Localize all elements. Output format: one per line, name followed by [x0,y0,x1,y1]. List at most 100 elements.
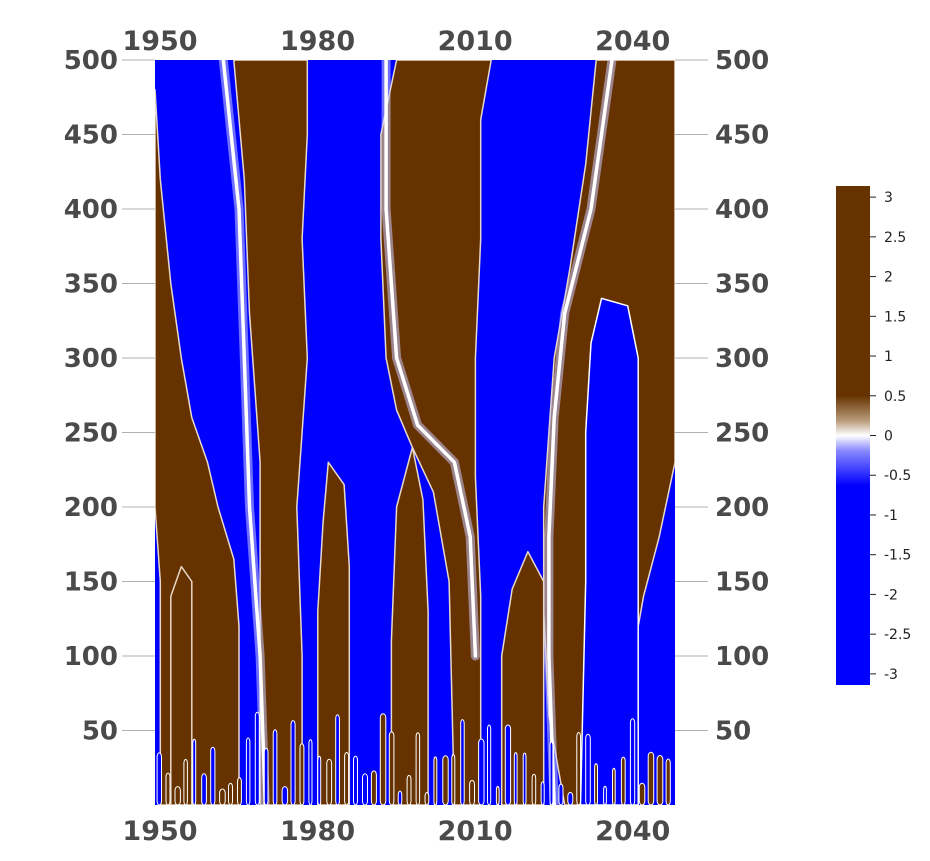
colorbar-tick-label: 2.5 [884,230,906,246]
fine-negative-finger [156,752,162,805]
y-tick-label-left: 50 [82,717,118,747]
fine-positive-finger [656,755,664,805]
fine-positive-finger [379,713,387,805]
fine-negative-finger [254,711,260,805]
fine-negative-finger [263,747,269,805]
phase-ridge-line [547,60,614,805]
fine-scale-texture [156,711,671,805]
colorbar-tick-label: 1.5 [884,309,906,325]
colorbar-tick-label: -3 [884,667,898,683]
fine-negative-finger [281,786,289,805]
fine-positive-finger [647,751,655,805]
colorbar-tick-label: -0.5 [884,468,911,484]
fine-negative-finger [603,785,607,805]
positive-phase-region [500,550,545,805]
fine-positive-finger [433,756,438,805]
fine-negative-finger [522,752,527,805]
y-tick-label-left: 500 [64,46,118,76]
fine-negative-finger [504,724,512,805]
fine-negative-finger [397,790,403,805]
x-tick-label-top: 2040 [595,26,670,57]
y-tick-label-left: 200 [64,493,118,523]
fine-positive-finger [469,779,475,805]
fine-positive-finger [165,772,171,805]
y-tick-label-left: 400 [64,195,118,225]
fine-positive-finger [415,732,421,805]
x-tick-label-top: 1950 [122,26,197,57]
fine-negative-finger [478,738,485,805]
fine-positive-finger [424,792,430,805]
fine-negative-finger [629,718,636,805]
y-tick-label-right: 450 [715,121,769,151]
y-tick-label-right: 300 [715,344,769,374]
fine-positive-finger [442,755,449,805]
fine-positive-finger [531,773,537,805]
fine-positive-finger [612,767,616,805]
fine-positive-finger [594,763,598,805]
colorbar-tick-label: 2 [884,270,893,286]
y-tick-label-left: 100 [64,642,118,672]
phase-ridge-line [384,60,478,658]
y-tick-label-right: 100 [715,642,769,672]
fine-positive-finger [344,752,350,805]
fine-negative-finger [362,773,368,805]
y-tick-label-right: 200 [715,493,769,523]
y-tick-label-left: 350 [64,270,118,300]
phase-ridge-line [221,60,268,805]
fine-negative-finger [317,755,322,805]
fine-negative-finger [272,729,278,805]
phase-regions [155,60,675,805]
y-tick-label-left: 150 [64,568,118,598]
colorbar-tick-label: -1.5 [884,548,911,564]
colorbar-tick-label: -2 [884,587,898,603]
colorbar-tick-label: -1 [884,508,898,524]
x-tick-label-bottom: 2010 [438,816,513,847]
fine-negative-finger [335,714,340,805]
fine-positive-finger [406,774,412,805]
fine-positive-finger [299,743,305,805]
colorbar-tick-label: 1 [884,349,893,365]
x-tick-label-bottom: 2040 [595,816,670,847]
fine-negative-finger [192,738,197,805]
fine-positive-finger [451,754,456,805]
x-tick-label-bottom: 1980 [280,816,355,847]
phase-ridges [218,60,617,805]
positive-phase-region [390,446,429,805]
colorbar-tick-label: -2.5 [884,627,911,643]
fine-positive-finger [183,758,188,805]
fine-positive-finger [326,758,333,805]
x-tick-label-bottom: 1950 [122,816,197,847]
fine-negative-finger [210,746,216,805]
colorbar-tick-label: 0.5 [884,389,906,405]
fine-positive-finger [388,731,395,805]
fine-negative-finger [513,752,518,805]
positive-phase-region [317,461,351,805]
fine-positive-finger [576,732,581,805]
fine-positive-finger [370,770,377,805]
fine-positive-finger [620,756,626,805]
fine-negative-finger [353,755,358,805]
colorbar-tick-label: 0 [884,429,893,445]
y-tick-label-right: 250 [715,419,769,449]
fine-negative-finger [308,739,313,805]
colorbar-tick-label: 3 [884,190,893,206]
fine-positive-finger [237,777,242,805]
fine-negative-finger [540,781,545,805]
positive-phase-region [233,60,309,805]
y-tick-label-left: 250 [64,419,118,449]
y-tick-label-right: 50 [715,717,751,747]
colorbar-ticks: 3 2.5 2 1.5 1 0.5 0 -0.5 -1 -1.5 -2 -2.5 -3 [870,190,911,683]
fine-positive-finger [228,782,233,805]
y-axis: 50 50 100 100 150 150 200 200 250 250 300 300 350 350… [64,46,770,747]
fine-negative-finger [567,791,574,805]
fine-negative-finger [245,737,251,805]
fine-negative-finger [487,724,492,805]
y-tick-label-right: 400 [715,195,769,225]
fine-negative-finger [290,720,296,805]
plot-area [155,60,675,805]
y-tick-label-right: 500 [715,46,769,76]
fine-negative-finger [549,741,554,805]
colorbar: 3 2.5 2 1.5 1 0.5 0 -0.5 -1 -1.5 -2 -2.5 -3 [836,186,911,685]
x-axis: 1950 1950 1980 1980 2010 2010 2040 2040 [122,26,670,847]
